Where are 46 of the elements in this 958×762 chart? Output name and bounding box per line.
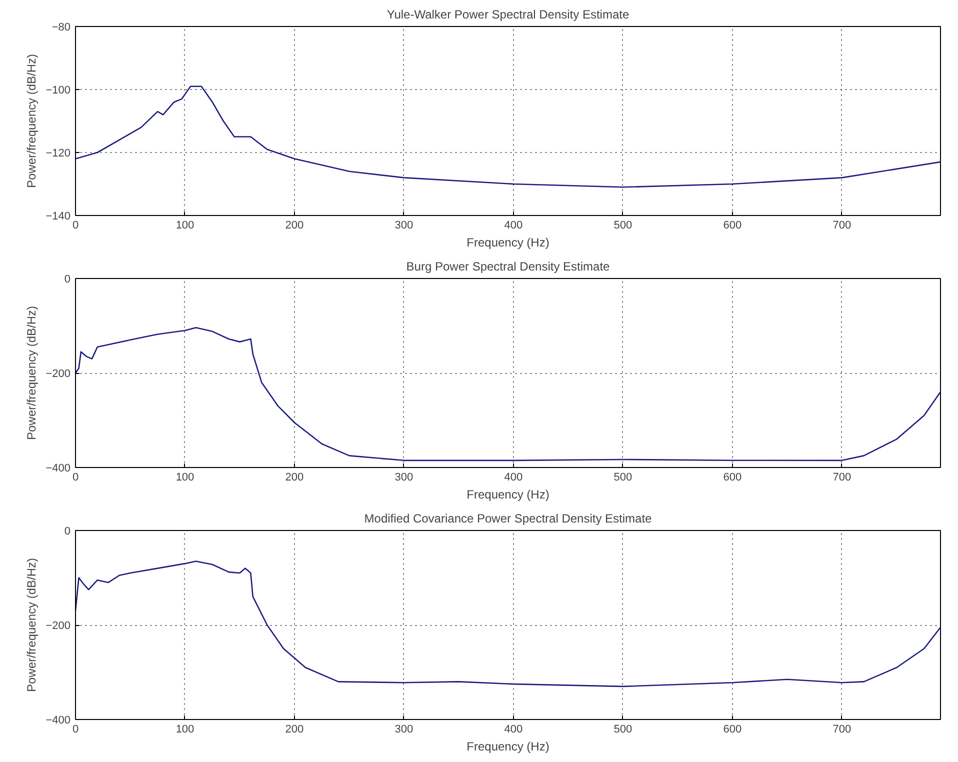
x-tick-label: 300 [394,724,414,736]
x-tick-label: 500 [614,220,632,232]
x-tick-label: 700 [832,472,852,484]
y-tick-label: −120 [46,148,71,160]
x-tick-label: 400 [504,472,523,484]
chart-title: Yule-Walker Power Spectral Density Estimate [386,8,630,22]
y-tick-label: −400 [46,462,71,474]
x-tick-label: 700 [832,220,852,232]
y-tick-label: −200 [46,368,71,380]
x-axis-title: Frequency (Hz) [466,236,550,250]
x-tick-label: 100 [176,724,194,736]
x-tick-label: 200 [285,724,304,736]
y-axis-title: Power/frequency (dB/Hz) [24,306,39,440]
x-tick-label: 100 [176,220,194,232]
x-axis-title: Frequency (Hz) [466,488,550,502]
x-tick-label: 500 [614,724,632,736]
x-tick-label: 400 [504,220,523,232]
x-tick-label: 200 [285,472,304,484]
x-tick-label: 0 [72,724,79,736]
x-tick-label: 300 [394,472,414,484]
y-tick-label: −140 [46,210,71,222]
chart-title: Modified Covariance Power Spectral Density Estimate [364,512,652,526]
y-tick-label: −100 [46,84,71,96]
x-tick-label: 700 [832,724,852,736]
chart-title: Burg Power Spectral Density Estimate [406,260,610,274]
y-tick-label: 0 [64,274,71,286]
x-tick-label: 100 [176,472,194,484]
x-tick-label: 0 [72,472,79,484]
x-tick-label: 600 [723,220,742,232]
y-axis-title: Power/frequency (dB/Hz) [24,558,39,692]
x-axis-title: Frequency (Hz) [466,740,550,754]
x-tick-label: 200 [285,220,304,232]
line-series [76,326,940,462]
x-tick-label: 600 [723,472,742,484]
y-tick-label: −80 [52,22,71,34]
x-tick-label: 500 [614,472,632,484]
x-tick-label: 400 [504,724,523,736]
x-tick-label: 600 [723,724,742,736]
y-axis-title: Power/frequency (dB/Hz) [24,54,39,188]
y-tick-label: −200 [46,620,71,632]
y-tick-label: 0 [64,526,71,538]
line-series [76,560,940,688]
x-tick-label: 0 [72,220,79,232]
line-series [76,86,940,188]
y-tick-label: −400 [46,714,71,726]
x-tick-label: 300 [394,220,414,232]
